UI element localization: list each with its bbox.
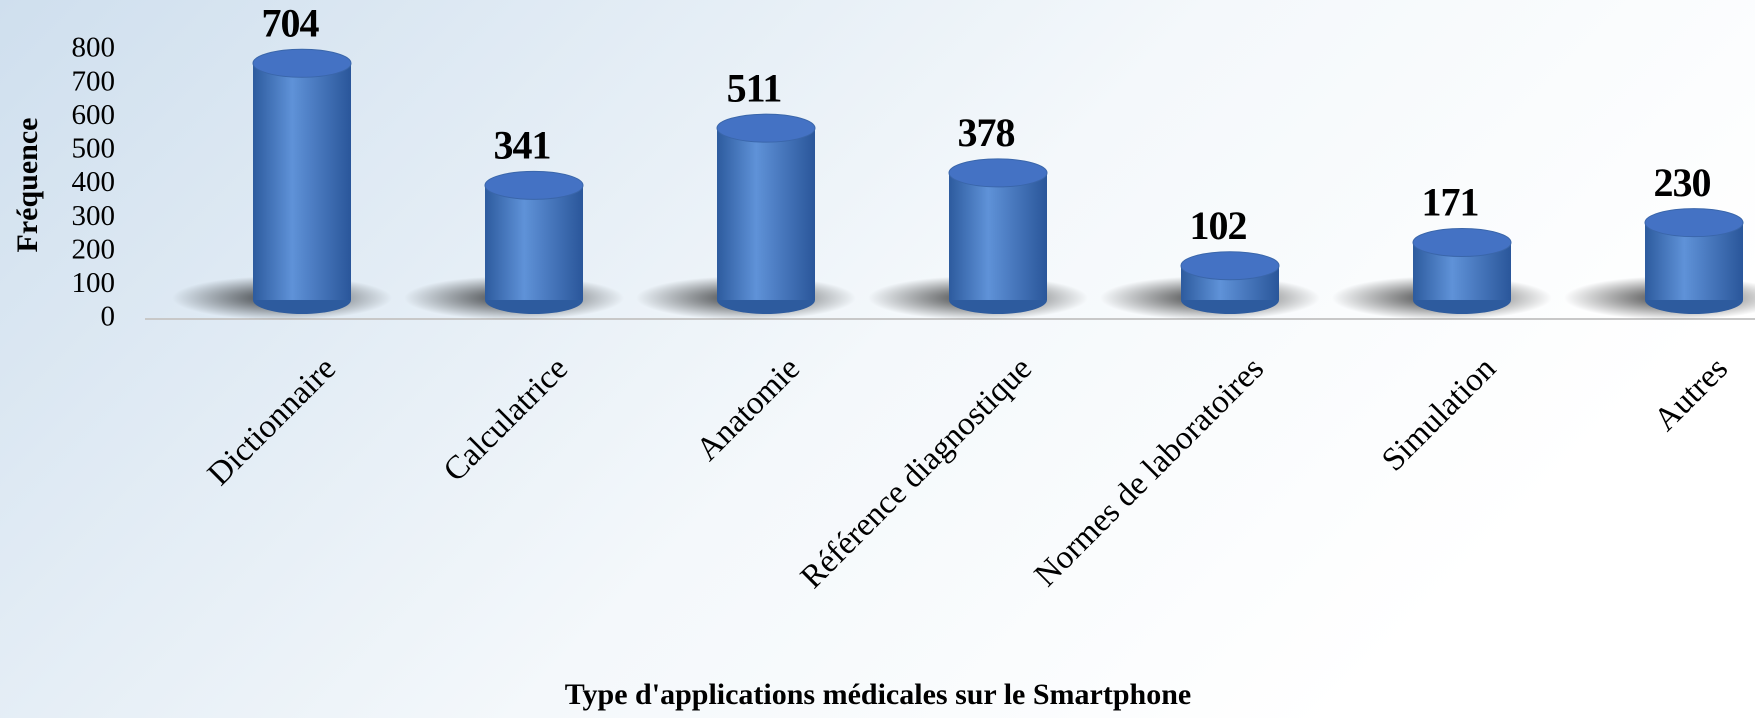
bar-top bbox=[252, 48, 352, 78]
data-label: 341 bbox=[494, 123, 551, 168]
bar-top bbox=[484, 170, 584, 200]
data-label: 230 bbox=[1654, 160, 1711, 205]
data-label: 102 bbox=[1190, 203, 1247, 248]
x-axis-label: Type d'applications médicales sur le Sma… bbox=[565, 678, 1191, 711]
data-label: 511 bbox=[727, 65, 782, 110]
y-tick-label: 0 bbox=[101, 301, 116, 333]
bar-top bbox=[1180, 251, 1280, 281]
bar-top bbox=[948, 158, 1048, 188]
y-tick-label: 600 bbox=[72, 99, 116, 131]
y-tick-label: 400 bbox=[72, 166, 116, 198]
bar-top bbox=[1412, 228, 1512, 258]
bar bbox=[253, 63, 351, 300]
data-label: 171 bbox=[1422, 180, 1479, 225]
bar-top bbox=[716, 113, 816, 143]
bar bbox=[949, 172, 1047, 300]
y-tick-label: 100 bbox=[72, 267, 116, 299]
y-axis-label: Fréquence bbox=[11, 118, 44, 253]
bar bbox=[717, 128, 815, 300]
y-tick-label: 500 bbox=[72, 133, 116, 165]
y-tick-label: 700 bbox=[72, 65, 116, 97]
y-tick-label: 300 bbox=[72, 200, 116, 232]
bar-top bbox=[1644, 208, 1744, 238]
data-label: 378 bbox=[958, 110, 1015, 155]
y-tick-label: 800 bbox=[72, 32, 116, 64]
bar bbox=[485, 185, 583, 300]
y-tick-label: 200 bbox=[72, 233, 116, 265]
data-label: 704 bbox=[262, 0, 320, 45]
